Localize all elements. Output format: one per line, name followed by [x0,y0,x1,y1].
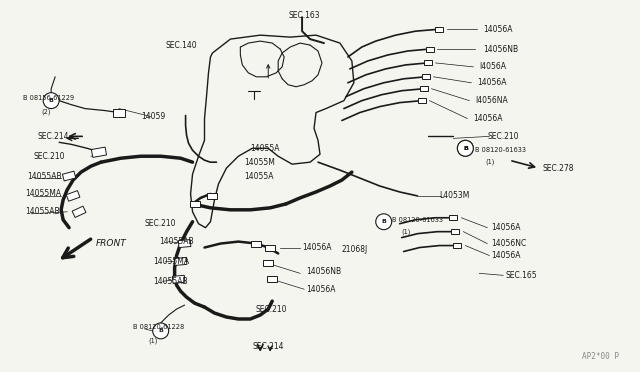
FancyBboxPatch shape [113,109,125,116]
Text: B: B [381,219,386,224]
Text: SEC.210: SEC.210 [255,305,287,314]
Text: 14056NB: 14056NB [306,267,341,276]
Circle shape [458,140,474,156]
Text: 14056A: 14056A [306,285,335,294]
Text: SEC.278: SEC.278 [542,164,573,173]
FancyBboxPatch shape [449,215,458,220]
Text: 14055AB: 14055AB [26,207,60,216]
Text: B: B [463,146,468,151]
Text: (1): (1) [148,337,158,344]
Text: AP2*00 P: AP2*00 P [582,352,619,361]
Text: 14055A: 14055A [250,144,280,153]
Text: 14056A: 14056A [492,251,521,260]
Text: B: B [158,328,163,333]
FancyBboxPatch shape [453,243,461,248]
Text: B: B [463,146,468,151]
Text: SEC.214: SEC.214 [37,132,68,141]
Circle shape [44,93,59,109]
Text: 14055AB: 14055AB [28,171,62,180]
Text: B 08156-61229: B 08156-61229 [23,94,74,101]
FancyBboxPatch shape [417,98,426,103]
FancyBboxPatch shape [63,171,76,181]
Text: 14056A: 14056A [302,243,332,252]
Text: B 08120-61228: B 08120-61228 [133,324,184,330]
Text: 14055AB: 14055AB [153,277,188,286]
Text: 14055MA: 14055MA [26,189,61,198]
Text: SEC.140: SEC.140 [166,41,197,49]
FancyBboxPatch shape [420,86,428,91]
FancyBboxPatch shape [424,60,431,65]
Text: (1): (1) [485,159,495,166]
FancyBboxPatch shape [67,190,80,201]
FancyBboxPatch shape [435,27,444,32]
FancyBboxPatch shape [174,257,187,265]
Text: 14055M: 14055M [244,158,275,167]
Text: B 08120-61633: B 08120-61633 [476,147,526,153]
Text: 14055A: 14055A [244,171,274,180]
Text: L4053M: L4053M [440,192,470,201]
FancyBboxPatch shape [265,244,275,250]
FancyBboxPatch shape [72,206,86,218]
Text: 14056A: 14056A [474,114,503,123]
Text: 14055AB: 14055AB [159,237,193,246]
FancyBboxPatch shape [189,201,200,207]
Text: FRONT: FRONT [96,239,127,248]
Text: 14056A: 14056A [483,25,513,34]
FancyBboxPatch shape [451,229,460,234]
Text: I4056A: I4056A [479,62,506,71]
FancyBboxPatch shape [263,260,273,266]
Text: B 08120-61633: B 08120-61633 [392,217,443,223]
Text: SEC.210: SEC.210 [145,219,176,228]
Text: SEC.163: SEC.163 [288,11,320,20]
Text: 14056NB: 14056NB [483,45,518,54]
FancyBboxPatch shape [252,241,261,247]
Text: 14056A: 14056A [492,223,521,232]
Text: I4056NA: I4056NA [476,96,508,105]
Text: SEC.214: SEC.214 [252,342,284,351]
Text: 21068J: 21068J [342,245,368,254]
FancyBboxPatch shape [172,275,185,283]
Text: B: B [49,98,54,103]
FancyBboxPatch shape [179,240,191,247]
Text: SEC.165: SEC.165 [505,271,537,280]
Text: (2): (2) [41,108,51,115]
FancyBboxPatch shape [92,147,106,157]
FancyBboxPatch shape [207,193,218,199]
Text: 14055MA: 14055MA [153,257,189,266]
FancyBboxPatch shape [422,74,429,79]
Circle shape [153,323,169,339]
Text: SEC.210: SEC.210 [487,132,519,141]
Text: 14056NC: 14056NC [492,239,527,248]
FancyBboxPatch shape [268,276,277,282]
Text: SEC.210: SEC.210 [33,152,65,161]
Circle shape [376,214,392,230]
FancyBboxPatch shape [426,46,433,51]
Text: (1): (1) [402,228,411,235]
Circle shape [458,140,474,156]
Text: 14059: 14059 [141,112,165,121]
Text: 14056A: 14056A [477,78,507,87]
